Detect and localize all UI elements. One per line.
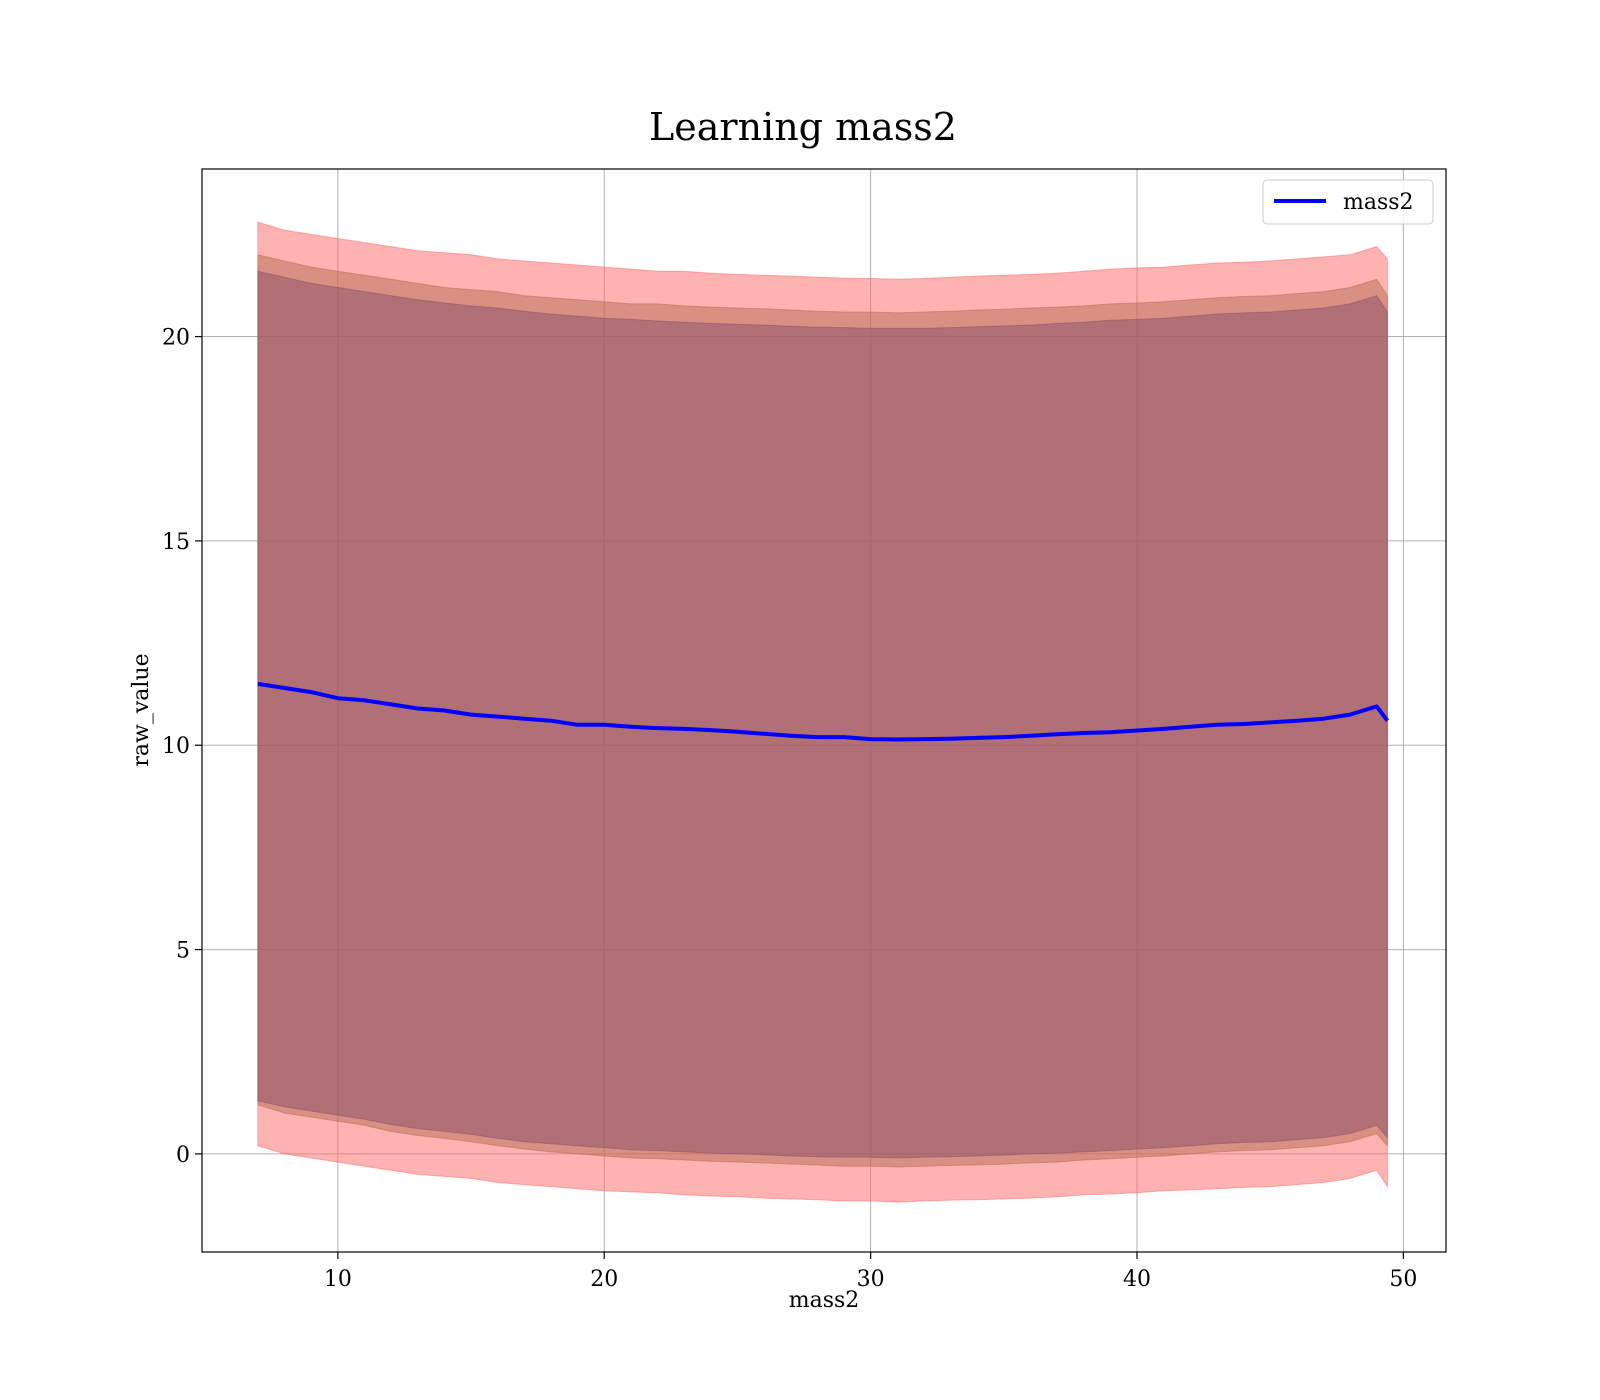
confidence-bands	[257, 221, 1388, 1203]
y-tick-label: 20	[162, 326, 190, 351]
x-axis-label: mass2	[789, 1288, 860, 1313]
band-inner	[257, 270, 1388, 1159]
x-tick-label: 10	[324, 1267, 352, 1292]
y-axis-label: raw_value	[129, 653, 154, 766]
legend-box	[1262, 179, 1434, 225]
legend-label-mass2: mass2	[1343, 190, 1414, 215]
x-tick-label: 20	[590, 1267, 618, 1292]
legend: mass2	[1262, 179, 1434, 225]
tick-layer: 10 20 30 40 50 0 5 10 15 20	[162, 326, 1417, 1292]
x-tick-label: 50	[1389, 1267, 1417, 1292]
plot-frame	[201, 168, 1447, 1253]
x-tick-label: 30	[857, 1267, 885, 1292]
chart-title: Learning mass2	[649, 105, 957, 149]
x-tick-label: 40	[1123, 1267, 1151, 1292]
series-line-mass2	[257, 681, 1390, 742]
y-tick-label: 0	[176, 1143, 190, 1168]
y-tick-label: 5	[176, 939, 190, 964]
y-tick-label: 15	[162, 530, 190, 555]
y-tick-label: 10	[162, 734, 190, 759]
series-lines	[257, 681, 1390, 742]
